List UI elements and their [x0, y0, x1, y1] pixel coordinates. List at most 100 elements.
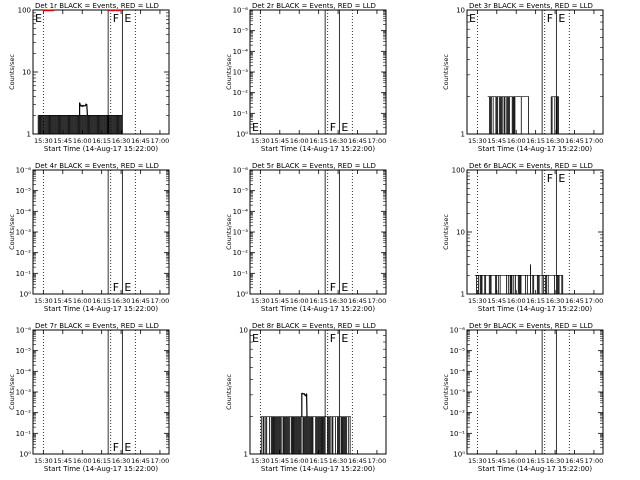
- data-series: [301, 392, 308, 417]
- y-axis-label: Counts/sec: [8, 54, 16, 90]
- x-tick-label: 17:00: [368, 137, 387, 145]
- event-marker-label: E: [35, 12, 42, 25]
- x-tick-label: 16:45: [348, 297, 367, 305]
- y-tick-label: 10⁻⁵: [450, 347, 466, 355]
- y-tick-label: 100: [452, 167, 465, 175]
- panel-title: Det 4r BLACK = Events, RED = LLD: [35, 162, 159, 170]
- y-tick-label: 10⁰: [236, 131, 248, 139]
- y-tick-label: 1: [461, 291, 465, 299]
- event-marker-label: E: [341, 281, 348, 294]
- x-tick-label: 15:30: [251, 297, 270, 305]
- y-tick-label: 10⁻³: [450, 389, 466, 397]
- x-tick-label: 16:15: [526, 457, 545, 465]
- y-tick-label: 1: [244, 451, 248, 459]
- x-tick-label: 16:45: [565, 457, 584, 465]
- x-tick-label: 17:00: [151, 297, 170, 305]
- x-tick-label: 15:30: [34, 137, 53, 145]
- panel-title: Det 1r BLACK = Events, RED = LLD: [35, 2, 159, 10]
- x-tick-label: 15:30: [468, 457, 487, 465]
- y-tick-label: 10⁻⁶: [450, 327, 466, 335]
- y-tick-label: 10⁻⁵: [16, 187, 32, 195]
- event-marker-label: E: [124, 441, 131, 454]
- x-tick-label: 16:00: [73, 457, 92, 465]
- panel-det-9: Det 9r BLACK = Events, RED = LLD 10⁰ 10⁻¹ 1…: [442, 322, 604, 473]
- y-tick-label: 10⁰: [19, 451, 31, 459]
- y-axis-label: Counts/sec: [225, 374, 233, 410]
- x-tick-label: 17:00: [368, 297, 387, 305]
- x-tick-label: 16:15: [92, 297, 111, 305]
- y-tick-label: 10⁻⁴: [450, 368, 466, 376]
- data-hump-line: [301, 392, 308, 417]
- x-tick-label: 16:45: [131, 297, 150, 305]
- panel-title: Det 2r BLACK = Events, RED = LLD: [252, 2, 376, 10]
- data-series: [487, 96, 530, 134]
- y-tick-label: 10⁻⁵: [16, 347, 32, 355]
- data-series: [260, 416, 352, 454]
- y-tick-label: 10⁻²: [233, 249, 249, 257]
- x-tick-label: 16:45: [131, 137, 150, 145]
- x-tick-label: 16:00: [507, 297, 526, 305]
- x-tick-label: 16:15: [526, 137, 545, 145]
- x-axis-label: Start Time (14-Aug-17 15:22:00): [261, 465, 375, 473]
- event-marker-label: E: [124, 281, 131, 294]
- y-tick-label: 10⁻⁵: [233, 187, 249, 195]
- y-axis-label: Counts/sec: [442, 54, 450, 90]
- y-tick-label: 10⁻⁴: [233, 48, 249, 56]
- x-tick-label: 16:30: [329, 297, 348, 305]
- y-tick-label: 10: [456, 7, 465, 15]
- panel-det-2: Det 2r BLACK = Events, RED = LLD 10⁰ 10⁻¹ 1…: [225, 2, 387, 153]
- x-axis-label: Start Time (14-Aug-17 15:22:00): [478, 465, 592, 473]
- x-tick-label: 16:45: [565, 137, 584, 145]
- x-axis-label: Start Time (14-Aug-17 15:22:00): [44, 305, 158, 313]
- y-tick-label: 10⁻¹: [450, 430, 466, 438]
- x-axis-label: Start Time (14-Aug-17 15:22:00): [44, 145, 158, 153]
- event-marker-label: F: [113, 441, 119, 454]
- x-tick-label: 15:30: [34, 297, 53, 305]
- y-tick-label: 10⁻⁵: [233, 27, 249, 35]
- y-tick-label: 10⁰: [453, 451, 465, 459]
- x-tick-label: 16:45: [348, 137, 367, 145]
- y-axis-label: Counts/sec: [225, 54, 233, 90]
- panel-det-6: Det 6r BLACK = Events, RED = LLD 1 10 100 15…: [442, 162, 604, 313]
- x-tick-label: 17:00: [151, 137, 170, 145]
- x-tick-label: 16:45: [565, 297, 584, 305]
- x-tick-label: 16:15: [92, 457, 111, 465]
- y-tick-label: 10⁻²: [16, 249, 32, 257]
- x-tick-label: 15:45: [53, 137, 72, 145]
- y-tick-label: 10⁻⁴: [16, 208, 32, 216]
- x-tick-label: 16:30: [546, 297, 565, 305]
- y-tick-label: 10⁻³: [233, 229, 249, 237]
- y-tick-label: 10⁻⁶: [16, 167, 32, 175]
- data-series: [474, 275, 564, 294]
- x-tick-label: 16:45: [348, 457, 367, 465]
- x-tick-label: 15:45: [487, 137, 506, 145]
- y-tick-label: 10⁻³: [233, 69, 249, 77]
- y-axis-label: Counts/sec: [442, 214, 450, 250]
- x-tick-label: 16:30: [329, 457, 348, 465]
- data-series: [37, 115, 123, 134]
- event-marker-label: E: [469, 12, 476, 25]
- y-axis-label: Counts/sec: [8, 214, 16, 250]
- panel-title: Det 7r BLACK = Events, RED = LLD: [35, 322, 159, 330]
- x-tick-label: 16:30: [546, 457, 565, 465]
- x-axis-label: Start Time (14-Aug-17 15:22:00): [44, 465, 158, 473]
- x-tick-label: 15:45: [270, 297, 289, 305]
- event-marker-label: F: [330, 332, 336, 345]
- y-tick-label: 10⁰: [236, 291, 248, 299]
- y-tick-label: 10⁻¹: [233, 110, 249, 118]
- panel-title: Det 3r BLACK = Events, RED = LLD: [469, 2, 593, 10]
- x-tick-label: 17:00: [151, 457, 170, 465]
- y-tick-label: 100: [18, 7, 31, 15]
- event-marker-label: E: [252, 332, 259, 345]
- x-axis-label: Start Time (14-Aug-17 15:22:00): [478, 145, 592, 153]
- x-tick-label: 17:00: [585, 297, 604, 305]
- y-tick-label: 1: [461, 131, 465, 139]
- y-tick-label: 10⁻⁴: [233, 208, 249, 216]
- panel-det-5: Det 5r BLACK = Events, RED = LLD 10⁰ 10⁻¹ 1…: [225, 162, 387, 313]
- x-tick-label: 16:30: [329, 137, 348, 145]
- x-tick-label: 16:30: [546, 137, 565, 145]
- y-tick-label: 10⁻²: [450, 409, 466, 417]
- x-tick-label: 16:15: [309, 297, 328, 305]
- x-tick-label: 15:30: [468, 297, 487, 305]
